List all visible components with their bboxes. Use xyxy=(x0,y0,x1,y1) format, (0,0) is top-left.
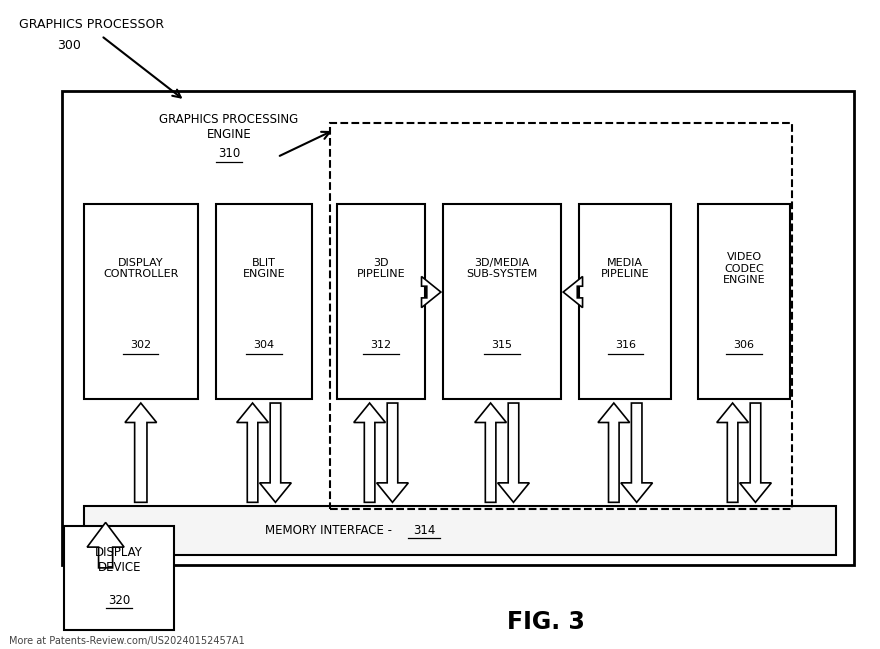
Text: GRAPHICS PROCESSOR: GRAPHICS PROCESSOR xyxy=(19,18,165,31)
Text: 300: 300 xyxy=(57,39,81,52)
FancyArrow shape xyxy=(598,403,629,502)
Text: MEMORY INTERFACE -: MEMORY INTERFACE - xyxy=(265,524,396,537)
FancyArrow shape xyxy=(498,403,530,502)
Text: 315: 315 xyxy=(492,339,512,350)
Bar xyxy=(62,91,854,565)
Bar xyxy=(698,204,790,399)
Bar xyxy=(84,204,198,399)
FancyArrow shape xyxy=(377,403,408,502)
Text: 306: 306 xyxy=(734,339,754,350)
Text: 3D
PIPELINE: 3D PIPELINE xyxy=(356,258,406,280)
Text: 302: 302 xyxy=(130,339,151,350)
Text: BLIT
ENGINE: BLIT ENGINE xyxy=(243,258,285,280)
Text: 316: 316 xyxy=(615,339,635,350)
Text: 304: 304 xyxy=(253,339,275,350)
Bar xyxy=(443,204,561,399)
Bar xyxy=(84,506,836,555)
Text: DISPLAY
DEVICE: DISPLAY DEVICE xyxy=(95,546,143,574)
FancyArrow shape xyxy=(354,403,385,502)
Text: 310: 310 xyxy=(217,147,240,160)
Text: 3D/MEDIA
SUB-SYSTEM: 3D/MEDIA SUB-SYSTEM xyxy=(466,258,538,280)
FancyArrow shape xyxy=(716,403,748,502)
FancyArrow shape xyxy=(260,403,291,502)
Text: 312: 312 xyxy=(370,339,392,350)
Bar xyxy=(330,123,792,509)
FancyArrow shape xyxy=(563,276,583,308)
Text: VIDEO
CODEC
ENGINE: VIDEO CODEC ENGINE xyxy=(722,252,766,286)
Text: More at Patents-Review.com/US20240152457A1: More at Patents-Review.com/US20240152457… xyxy=(9,636,245,646)
Text: 320: 320 xyxy=(108,594,130,607)
FancyArrow shape xyxy=(87,522,124,568)
FancyArrow shape xyxy=(739,403,771,502)
FancyArrow shape xyxy=(125,403,157,502)
FancyArrow shape xyxy=(422,276,441,308)
Bar xyxy=(64,526,174,630)
Bar xyxy=(579,204,671,399)
Text: MEDIA
PIPELINE: MEDIA PIPELINE xyxy=(601,258,649,280)
FancyArrow shape xyxy=(621,403,653,502)
Text: 314: 314 xyxy=(413,524,436,537)
FancyArrow shape xyxy=(475,403,507,502)
Bar xyxy=(337,204,425,399)
Text: DISPLAY
CONTROLLER: DISPLAY CONTROLLER xyxy=(103,258,179,280)
Text: GRAPHICS PROCESSING
ENGINE: GRAPHICS PROCESSING ENGINE xyxy=(159,112,298,141)
Bar xyxy=(216,204,312,399)
Text: FIG. 3: FIG. 3 xyxy=(507,610,584,633)
FancyArrow shape xyxy=(237,403,268,502)
